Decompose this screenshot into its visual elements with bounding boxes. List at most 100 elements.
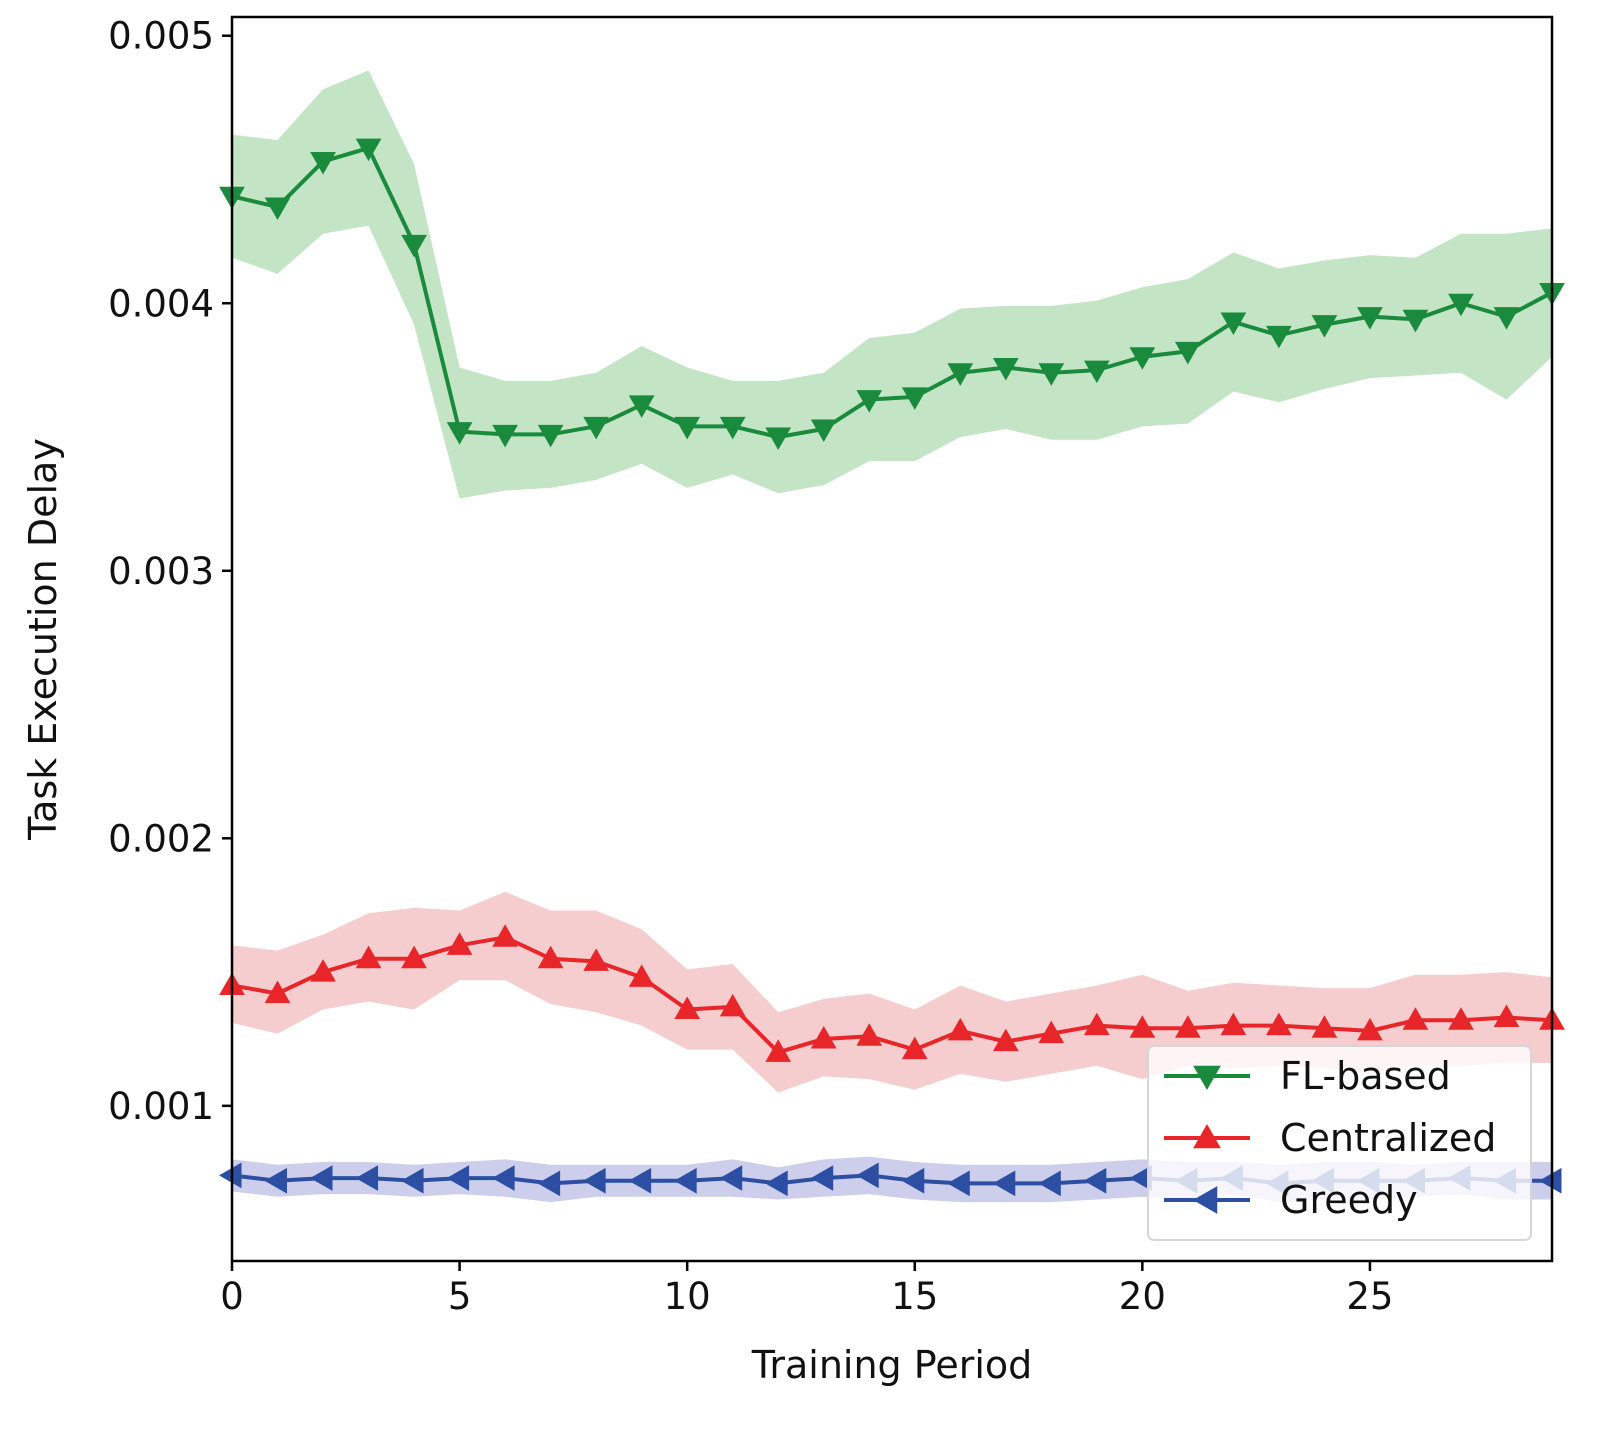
x-tick-label: 10	[664, 1275, 711, 1318]
centralized-point	[765, 1039, 792, 1062]
greedy-point	[947, 1170, 970, 1197]
x-tick-label: 25	[1346, 1275, 1393, 1318]
legend-marker-fl-based	[1193, 1065, 1221, 1091]
y-axis-label: Task Execution Delay	[21, 438, 65, 841]
centralized-point	[1266, 1012, 1292, 1036]
centralized-band	[232, 891, 1552, 1093]
fl-based-point	[264, 197, 291, 220]
x-axis-ticks: 0 5 10 15 20 25	[220, 1261, 1393, 1318]
fl-based-point	[674, 416, 701, 440]
greedy-point	[355, 1165, 379, 1191]
legend: FL-based Centralized Greedy	[1147, 1045, 1532, 1241]
greedy-point	[446, 1165, 470, 1191]
greedy-point	[1083, 1167, 1107, 1194]
centralized-point	[992, 1028, 1019, 1052]
greedy-point	[810, 1165, 834, 1191]
centralized-point	[355, 945, 382, 969]
fl-based-point	[1083, 360, 1110, 384]
centralized-point	[856, 1023, 883, 1046]
centralized-point	[719, 993, 746, 1017]
centralized-point	[1083, 1012, 1110, 1036]
fl-based-point	[537, 424, 564, 448]
centralized-point	[674, 996, 701, 1020]
fl-based-point	[310, 151, 336, 175]
fl-based-point	[1402, 309, 1429, 333]
fl-based-point	[1038, 363, 1065, 386]
greedy-point	[583, 1167, 606, 1194]
centralized-point	[810, 1025, 837, 1049]
centralized-point	[537, 945, 564, 969]
greedy-point	[1038, 1170, 1061, 1197]
fl-based-band	[232, 70, 1552, 499]
legend-label-centralized: Centralized	[1280, 1116, 1496, 1160]
greedy-point	[218, 1162, 242, 1189]
centralized-point	[1220, 1012, 1247, 1036]
fl-based-point	[1448, 293, 1474, 317]
plot-frame	[230, 15, 1554, 1263]
centralized-point	[1448, 1007, 1474, 1030]
fl-based-point	[446, 422, 473, 445]
fl-based-point	[583, 416, 609, 440]
x-axis-label: Training Period	[751, 1343, 1033, 1387]
fl-based-point	[856, 390, 883, 413]
greedy-point	[856, 1162, 879, 1189]
centralized-point	[901, 1036, 928, 1060]
centralized-point	[947, 1017, 974, 1041]
fl-based-point	[492, 424, 518, 448]
fl-based-point	[992, 357, 1019, 381]
x-tick-label: 15	[891, 1275, 938, 1318]
fl-based-point	[901, 387, 928, 410]
y-tick-label: 0.001	[108, 1085, 214, 1128]
greedy-point	[492, 1165, 515, 1191]
centralized-point	[264, 980, 291, 1003]
centralized-point	[492, 924, 518, 947]
centralized-point	[1493, 1004, 1520, 1028]
legend-label-greedy: Greedy	[1280, 1178, 1418, 1222]
greedy-point	[628, 1167, 652, 1194]
centralized-point	[1402, 1007, 1429, 1030]
fl-based-point	[947, 363, 974, 386]
centralized-point	[446, 932, 473, 955]
fl-based-point	[1311, 315, 1338, 338]
fl-based-point	[355, 138, 382, 162]
fl-based-point	[1129, 347, 1156, 370]
legend-marker-greedy	[1192, 1186, 1218, 1214]
fl-based-point	[810, 419, 837, 442]
y-tick-label: 0.002	[108, 817, 214, 860]
x-tick-label: 5	[448, 1275, 472, 1318]
greedy-point	[674, 1167, 697, 1194]
greedy-point	[1538, 1167, 1562, 1194]
y-axis-ticks: 0.001 0.002 0.003 0.004 0.005	[108, 15, 232, 1128]
centralized-point	[1174, 1015, 1201, 1038]
y-tick-label: 0.003	[108, 550, 214, 593]
legend-box	[1147, 1045, 1532, 1241]
y-tick-label: 0.004	[108, 282, 214, 325]
y-tick-label: 0.005	[108, 15, 214, 58]
centralized-point	[1038, 1020, 1065, 1044]
centralized-point	[1357, 1017, 1383, 1041]
centralized-point	[1311, 1015, 1338, 1038]
greedy-point	[719, 1165, 743, 1191]
legend-marker-centralized	[1193, 1123, 1221, 1149]
greedy-point	[310, 1165, 333, 1191]
centralized-point	[583, 948, 609, 971]
fl-based-point	[719, 416, 746, 440]
fl-based-point	[1493, 307, 1520, 330]
fl-based-point	[628, 395, 655, 418]
x-tick-label: 20	[1119, 1275, 1166, 1318]
centralized-point	[628, 964, 655, 987]
greedy-point	[401, 1167, 424, 1194]
x-tick-label: 0	[220, 1275, 244, 1318]
centralized-point	[310, 959, 336, 982]
greedy-point	[901, 1167, 925, 1194]
greedy-point	[264, 1167, 288, 1194]
centralized-point	[401, 945, 427, 969]
fl-based-point	[1174, 341, 1201, 365]
fl-based-point	[1220, 312, 1247, 335]
fl-based-point	[1266, 325, 1292, 349]
greedy-point	[765, 1170, 788, 1197]
greedy-point	[992, 1170, 1016, 1197]
centralized-point	[1129, 1015, 1156, 1038]
fl-based-point	[401, 234, 427, 258]
